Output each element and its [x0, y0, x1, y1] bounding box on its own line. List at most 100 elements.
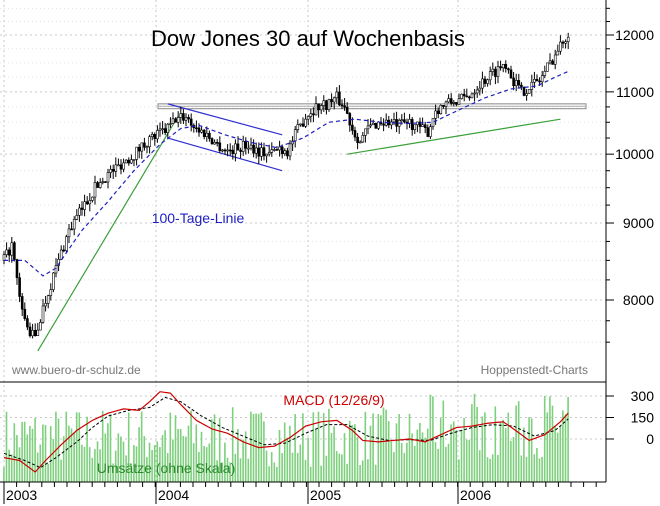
candle-body: [135, 146, 138, 160]
volume-label: Umsätze (ohne Skala): [97, 460, 236, 476]
volume-bar: [325, 455, 328, 482]
candle-body: [494, 68, 497, 77]
volume-bar: [270, 452, 273, 482]
macd-lines: [3, 391, 569, 473]
candle-body: [468, 96, 471, 99]
volume-bar: [125, 455, 127, 482]
volume-bar: [385, 409, 387, 482]
candle-body: [132, 159, 136, 161]
candle-body: [319, 105, 323, 111]
volume-bar: [5, 411, 8, 482]
candle-body: [150, 134, 154, 137]
candle-body: [364, 128, 367, 136]
candle-body: [509, 69, 513, 79]
candle-body: [283, 150, 287, 154]
volume-bar: [213, 414, 216, 482]
volume-bar: [424, 437, 426, 482]
candle-body: [187, 117, 190, 120]
volume-bar: [13, 423, 16, 482]
volume-bar: [346, 463, 348, 482]
volume-bar: [49, 425, 52, 482]
volume-bar: [403, 452, 406, 482]
candle-body: [231, 149, 235, 155]
candle-body: [176, 117, 180, 123]
volume-bar: [218, 417, 221, 482]
volume-bar: [400, 443, 403, 482]
candle-body: [2, 254, 6, 261]
candle-body: [556, 50, 560, 56]
candle-body: [221, 149, 224, 152]
trendline: [167, 103, 283, 136]
moving-average: [4, 70, 569, 277]
candle-body: [421, 124, 424, 127]
candle-body: [23, 308, 27, 319]
volume-bar: [109, 414, 112, 482]
candle-body: [540, 75, 544, 83]
x-tick-label: 2003: [6, 487, 37, 503]
candle-body: [361, 135, 365, 143]
trendline: [37, 115, 179, 352]
candle-body: [561, 41, 565, 44]
candle-body: [317, 103, 320, 111]
candle-body: [501, 63, 505, 69]
volume-bar: [73, 432, 75, 482]
volume-bar: [520, 455, 523, 482]
candle-body: [228, 149, 232, 152]
volume-bar: [226, 457, 229, 482]
volume-bar: [44, 425, 47, 482]
volume-bar: [562, 410, 564, 482]
volume-bar: [86, 416, 88, 482]
volume-bar: [328, 408, 330, 482]
candle-body: [353, 130, 357, 138]
candle-body: [499, 66, 502, 69]
volume-bar: [133, 445, 135, 482]
volume-bar: [29, 425, 31, 482]
candle-body: [111, 169, 115, 172]
volume-bar: [382, 407, 385, 482]
candle-body: [449, 98, 453, 104]
candle-body: [504, 63, 508, 69]
volume-bar: [291, 452, 294, 482]
volume-bar: [101, 410, 104, 482]
candle-body: [62, 249, 66, 252]
candle-body: [210, 138, 214, 145]
volume-bar: [463, 417, 465, 482]
candle-body: [533, 78, 536, 83]
candle-body: [488, 71, 492, 81]
volume-bar: [62, 436, 65, 482]
volume-bar: [473, 393, 476, 482]
candle-body: [13, 242, 16, 260]
volume-bar: [489, 458, 491, 482]
volume-bar: [523, 427, 525, 482]
candle-body: [473, 92, 476, 95]
candle-body: [444, 101, 448, 107]
volume-bar: [476, 406, 478, 482]
candle-body: [566, 36, 570, 42]
candle-body: [161, 128, 164, 130]
volume-bar: [367, 459, 369, 482]
volume-bar: [299, 444, 302, 482]
candle-body: [241, 141, 245, 152]
y-tick-label: 9000: [623, 215, 654, 231]
candle-body: [507, 68, 510, 71]
volume-bar: [408, 413, 411, 482]
candle-body: [46, 295, 50, 304]
volume-bar: [335, 451, 338, 482]
volume-bar: [491, 454, 494, 482]
volume-bar: [286, 437, 289, 482]
volume-bar: [374, 464, 377, 482]
volume-bar: [468, 439, 471, 482]
y-tick-label: 8000: [623, 292, 654, 308]
candle-body: [93, 182, 97, 198]
volume-bar: [179, 428, 182, 482]
volume-bar: [494, 406, 497, 482]
candle-body: [65, 236, 68, 251]
candle-body: [335, 91, 339, 99]
candle-body: [416, 121, 419, 125]
volume-bar: [541, 456, 543, 482]
volume-bar: [185, 436, 187, 482]
volume-bar: [21, 421, 23, 482]
candle-body: [41, 305, 45, 323]
volume-bar: [265, 450, 268, 482]
candle-body: [486, 79, 489, 84]
